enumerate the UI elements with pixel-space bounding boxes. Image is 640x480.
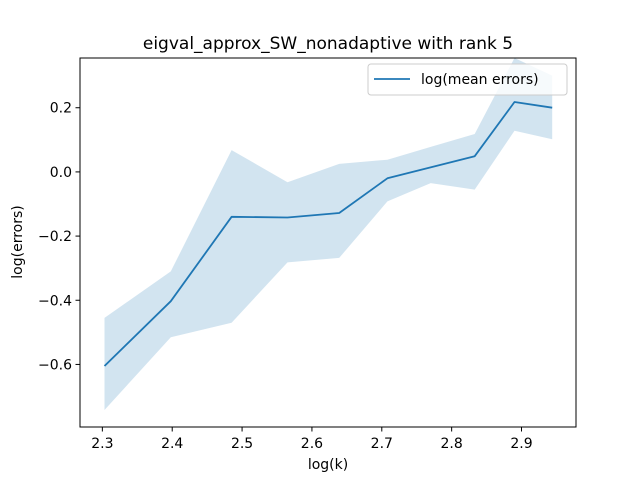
x-tick-label: 2.8 [441,436,463,452]
series-line-log-mean-errors [103,101,553,367]
confidence-band-layer [104,58,553,410]
y-tick-label: −0.4 [38,293,72,309]
x-tick-label: 2.4 [161,436,183,452]
legend: log(mean errors) [367,63,568,96]
legend-label-log-mean-errors: log(mean errors) [421,72,539,88]
x-axis-label: log(k) [308,457,348,473]
y-tick-label: 0.2 [50,101,72,117]
y-tick-label: −0.6 [38,357,72,373]
y-tick-label: −0.2 [38,229,72,245]
confidence-band [104,58,553,410]
y-ticks: −0.6 −0.4 −0.2 0.0 0.2 [38,101,80,373]
x-ticks: 2.3 2.4 2.5 2.6 2.7 2.8 2.9 [91,427,533,452]
chart-title: eigval_approx_SW_nonadaptive with rank 5 [143,34,513,54]
x-tick-label: 2.9 [510,436,532,452]
legend-box [367,63,568,96]
series-line-layer [103,101,553,367]
x-tick-label: 2.7 [371,436,393,452]
x-tick-label: 2.3 [91,436,113,452]
y-tick-label: 0.0 [50,165,72,181]
plot-frame [79,57,577,428]
x-tick-label: 2.5 [231,436,253,452]
x-tick-label: 2.6 [301,436,323,452]
y-axis-label: log(errors) [10,205,26,278]
